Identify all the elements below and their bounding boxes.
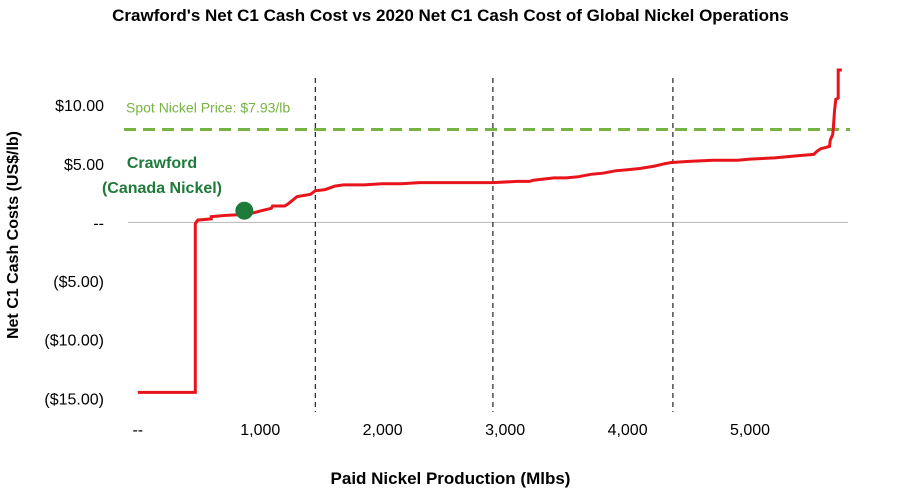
x-tick-label: 2,000	[363, 422, 403, 439]
crawford-label: Crawford	[127, 155, 197, 172]
reference-line-layer: Spot Nickel Price: $7.93/lb	[124, 99, 850, 131]
crawford-sublabel: (Canada Nickel)	[102, 180, 222, 197]
y-tick-label: $5.00	[64, 157, 104, 174]
x-tick-label: --	[132, 422, 143, 439]
x-tick-label: 1,000	[240, 422, 280, 439]
spot-price-label: Spot Nickel Price: $7.93/lb	[126, 99, 290, 115]
y-tick-label: --	[93, 215, 104, 232]
crawford-point	[235, 201, 254, 220]
vertical-lines-layer	[314, 78, 674, 412]
x-tick-label: 3,000	[485, 422, 525, 439]
y-tick-labels: $10.00 $5.00 -- ($5.00) ($10.00) ($15.00)	[44, 98, 104, 408]
y-tick-label: $10.00	[55, 98, 104, 115]
x-tick-label: 5,000	[730, 422, 770, 439]
x-tick-labels: -- 1,000 2,000 3,000 4,000 5,000	[132, 422, 770, 439]
y-tick-label: ($5.00)	[53, 274, 104, 291]
y-tick-label: ($10.00)	[44, 333, 104, 350]
cost-curve-line-0	[137, 68, 842, 394]
x-tick-label: 4,000	[608, 422, 648, 439]
y-tick-label: ($15.00)	[44, 391, 104, 408]
series-layer	[137, 68, 842, 394]
x-axis-label: Paid Nickel Production (Mlbs)	[330, 469, 571, 488]
chart-title: Crawford's Net C1 Cash Cost vs 2020 Net …	[112, 6, 789, 25]
highlight-point-layer: Crawford (Canada Nickel)	[102, 155, 254, 220]
